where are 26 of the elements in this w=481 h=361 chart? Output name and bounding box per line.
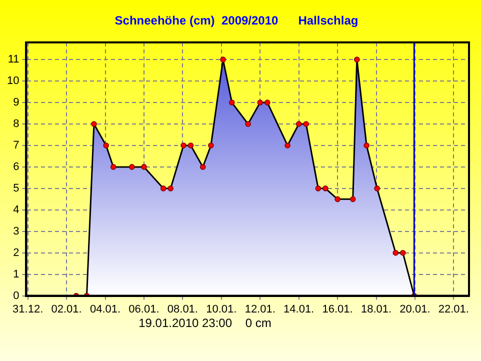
x-tick-label: 08.01. (167, 303, 198, 316)
x-tick-label: 22.01. (438, 303, 469, 316)
y-tick-label: 3 (13, 225, 20, 238)
y-tick-label: 0 (13, 290, 20, 302)
x-tick-label: 10.01. (206, 303, 237, 316)
y-tick-label: 10 (6, 75, 20, 88)
x-tick-label: 02.01. (51, 303, 82, 316)
chart-title: Schneehöhe (cm) 2009/2010 Hallschlag (114, 14, 358, 28)
x-tick-label: 14.01. (284, 303, 314, 316)
y-tick-label: 6 (13, 160, 20, 173)
x-tick-label: 31.12. (12, 303, 44, 316)
y-tick-label: 8 (13, 118, 20, 130)
y-tick-label: 2 (13, 246, 20, 259)
y-tick-label: 4 (13, 204, 20, 216)
x-tick-label: 12.01. (244, 303, 276, 316)
x-tick-label: 06.01. (128, 303, 160, 316)
x-tick-label: 18.01. (360, 303, 392, 316)
y-tick-label: 9 (13, 96, 20, 109)
y-tick-label: 5 (13, 182, 20, 194)
x-tick-label: 16.01. (322, 303, 353, 316)
text: 19.01.2010 23:00 0 cm (138, 316, 272, 330)
y-tick-label: 11 (8, 54, 20, 66)
y-tick-label: 7 (13, 140, 20, 152)
x-tick-label: 04.01. (90, 303, 121, 316)
x-tick-label: 20.01. (400, 303, 430, 316)
y-tick-label: 1 (13, 268, 20, 280)
